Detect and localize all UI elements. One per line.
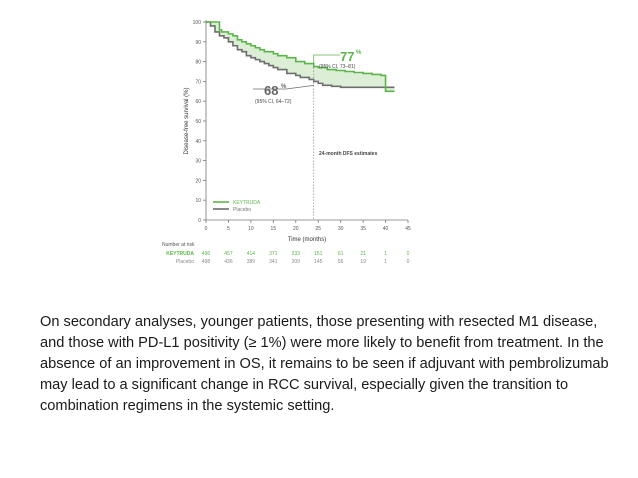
risk-cell: 209 [292,259,301,265]
x-tick-label: 45 [405,226,411,232]
risk-cell: 21 [360,251,366,257]
risk-cell: 414 [247,251,256,257]
y-tick-label: 80 [195,60,201,66]
risk-cell: 496 [202,251,211,257]
x-tick-label: 0 [205,226,208,232]
risk-cell: 19 [360,259,366,265]
x-tick-label: 10 [248,226,254,232]
series-line-placebo [206,21,395,89]
y-tick-label: 0 [198,218,201,224]
x-axis-label: Time (months) [288,237,326,243]
risk-cell: 56 [338,259,344,265]
y-tick-label: 30 [195,159,201,165]
risk-cell: 498 [202,259,211,265]
risk-cell: 233 [292,251,301,257]
y-axis-label: Disease-free survival (%) [184,87,190,154]
risk-cell: 61 [338,251,344,257]
series-lines [206,21,395,93]
risk-cell: 341 [269,259,278,265]
keytruda-ci: (95% CI, 73–81) [319,64,356,70]
risk-cell: 457 [224,251,233,257]
x-tick-label: 30 [338,226,344,232]
keytruda-estimate-unit: % [356,50,362,56]
legend-label-placebo: Placebo [233,207,251,213]
placebo-callout-line [253,84,314,90]
legend-label-keytruda: KEYTRUDA [233,200,261,206]
risk-cell: 1 [384,259,387,265]
risk-cell: 389 [247,259,256,265]
x-tick-label: 5 [227,226,230,232]
risk-cell: 436 [224,259,233,265]
risk-cell: 1 [384,251,387,257]
y-tick-label: 50 [195,119,201,125]
risk-cell: 151 [314,251,323,257]
x-tick-label: 40 [383,226,389,232]
x-tick-label: 35 [360,226,366,232]
risk-cell: 0 [407,259,410,265]
risk-cell: 371 [269,251,278,257]
keytruda-estimate-value: 77 [340,49,354,64]
y-tick-label: 40 [195,139,201,145]
risk-row-label: KEYTRUDA [166,251,194,257]
x-tick-label: 15 [271,226,277,232]
x-tick-label: 25 [315,226,321,232]
difference-shading [206,22,395,92]
x-tick-label: 20 [293,226,299,232]
y-tick-label: 10 [195,198,201,204]
risk-row-label: Placebo [176,259,194,265]
y-tick-label: 70 [195,79,201,85]
y-tick-label: 20 [195,178,201,184]
placebo-estimate-unit: % [281,84,287,90]
placebo-estimate-value: 68 [264,83,278,98]
placebo-ci: (95% CI, 64–72) [255,99,292,105]
number-at-risk-table: Number at risk KEYTRUDA 496 457 414 371 233 151… [162,242,410,265]
y-tick-label: 100 [193,20,202,26]
chart-annotations: 77 % (95% CI, 73–81) 68 % (95% CI, 64–72) 24-m… [253,49,378,220]
risk-cell: 145 [314,259,323,265]
risk-cell: 0 [407,251,410,257]
y-tick-label: 60 [195,99,201,105]
series-line-keytruda [206,21,395,93]
estimate-note: 24-month DFS estimates [319,151,378,157]
keytruda-callout-line [313,54,340,68]
chart-axes: 0 10 20 30 40 50 60 70 80 90 100 0 5 10 15 20 25 30 35 40 45… [184,20,411,243]
body-paragraph: On secondary analyses, younger patients,… [40,313,609,414]
y-tick-label: 90 [195,40,201,46]
risk-table-title: Number at risk [162,242,195,248]
